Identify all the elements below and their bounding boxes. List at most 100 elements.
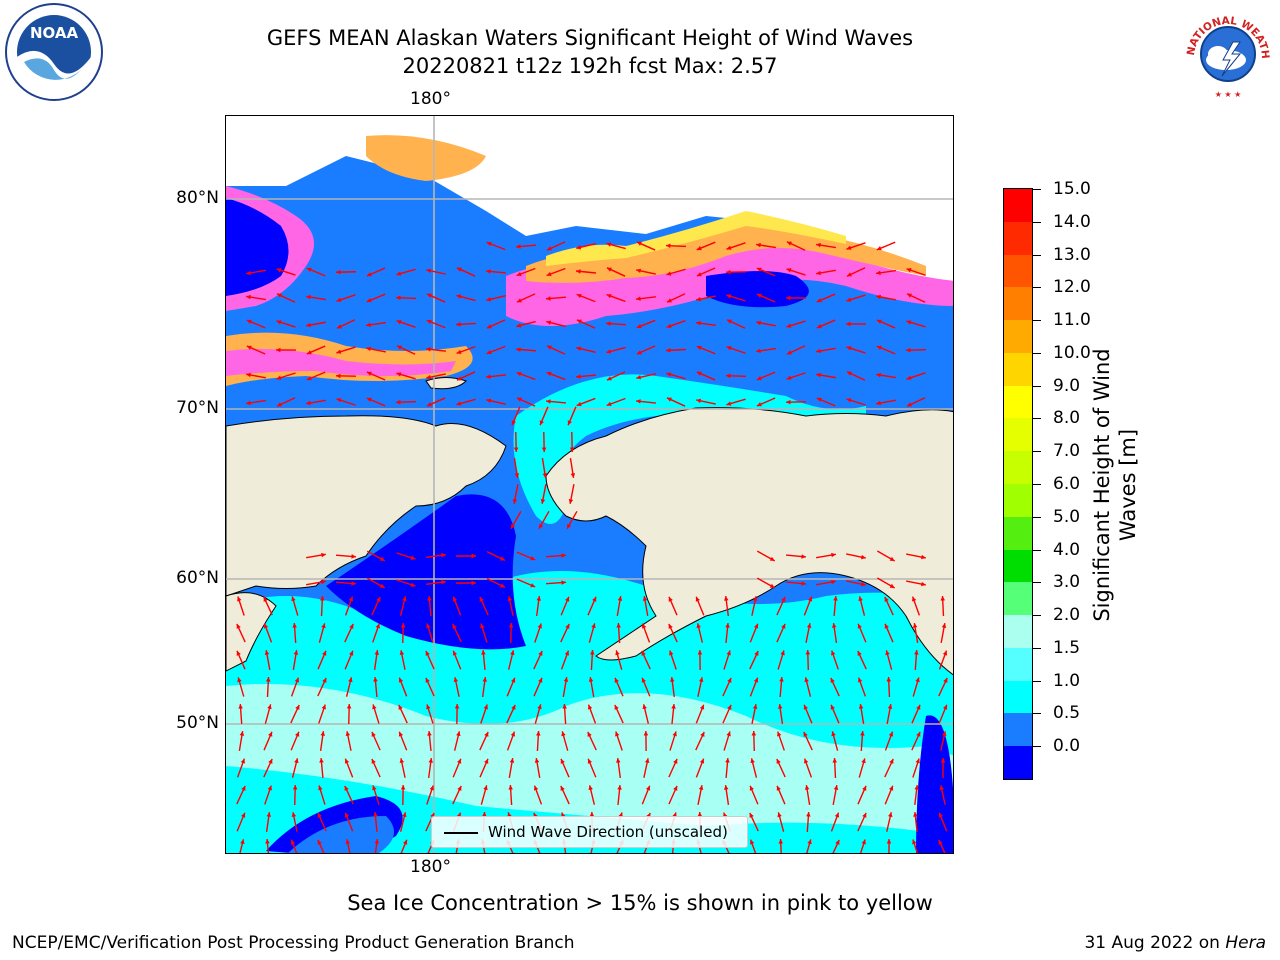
wave-arrow-head (756, 293, 762, 298)
wave-arrow-head (565, 596, 570, 602)
wave-arrow-head (641, 650, 646, 656)
wave-arrow-head (876, 319, 882, 324)
colorbar-tick-label: 11.0 (1053, 310, 1091, 331)
wave-arrow-head (426, 623, 431, 629)
wave-arrow-head (846, 398, 852, 403)
wave-arrow-head (906, 293, 912, 298)
wave-arrow-head (916, 704, 921, 710)
wave-arrow-head (507, 596, 513, 602)
colorbar-tick (1033, 647, 1041, 649)
wave-arrow-head (833, 596, 838, 601)
wave-arrow-head (888, 785, 894, 791)
wave-arrow-head (916, 731, 921, 737)
wave-arrow-head (699, 704, 705, 710)
wave-arrow-head (294, 677, 300, 683)
colorbar-tick-label: 13.0 (1053, 244, 1091, 265)
wind-wave-arrows (236, 241, 948, 853)
wave-arrow-head (587, 758, 592, 764)
wave-arrow-head (606, 242, 612, 247)
colorbar-label: Significant Height of Wind Waves [m] (1090, 348, 1140, 622)
wave-arrow-head (569, 447, 575, 452)
wave-arrow-head (726, 650, 731, 656)
wave-arrow-head (396, 372, 402, 377)
wave-arrow-head (516, 298, 522, 303)
wave-arrow-head (777, 704, 783, 709)
wave-arrow-head (374, 839, 379, 844)
wave-arrow-head (587, 731, 592, 737)
wave-arrow-head (396, 345, 402, 350)
wave-arrow-head (786, 268, 792, 273)
wave-arrow-head (643, 731, 649, 736)
wave-arrow-head (606, 321, 611, 326)
wave-arrow-head (576, 293, 582, 299)
wave-arrow-head (666, 372, 672, 377)
wave-arrow-head (425, 650, 430, 656)
wave-arrow-head (567, 523, 572, 529)
wave-arrow-head (941, 623, 947, 628)
wave-arrow-head (306, 350, 312, 355)
wave-arrow-head (672, 731, 677, 737)
wave-arrow-head (266, 677, 271, 682)
wave-arrow-head (913, 812, 918, 817)
wave-arrow-head (568, 499, 574, 504)
wave-arrow-head (915, 758, 920, 764)
wave-arrow-head (366, 346, 371, 352)
wave-arrow-head (336, 349, 342, 354)
wave-arrow-head (776, 785, 781, 791)
wave-arrow-head (726, 346, 732, 351)
wave-arrow-head (641, 677, 646, 683)
wave-arrow-head (336, 297, 342, 302)
colorbar-tick-label: 3.0 (1053, 572, 1081, 593)
wave-arrow-head (276, 320, 282, 325)
wave-arrow-head (372, 704, 377, 710)
wave-arrow-head (398, 677, 404, 683)
wave-arrow-head (777, 812, 782, 818)
wave-arrow-head (697, 650, 703, 655)
wave-arrow-head (806, 812, 811, 817)
colorbar-segment (1004, 418, 1032, 452)
wave-arrow-head (530, 583, 536, 588)
wave-arrow-head (546, 296, 551, 301)
wave-arrow-head (320, 596, 325, 601)
wave-arrow-head (831, 650, 836, 656)
wave-arrow-head (636, 350, 642, 355)
wave-arrow-head (398, 731, 404, 737)
wave-arrow-head (617, 785, 622, 790)
colorbar-segment (1004, 221, 1032, 256)
wave-arrow-head (546, 320, 552, 325)
wave-arrow-head (348, 596, 354, 602)
wave-arrow-head (509, 758, 515, 763)
wave-arrow-head (536, 731, 541, 736)
wave-arrow-head (366, 322, 371, 328)
wave-arrow-head (499, 583, 505, 588)
legend-line-icon (444, 832, 478, 834)
wave-arrow-head (726, 319, 732, 324)
colorbar-segment (1004, 320, 1032, 354)
wave-arrow-head (861, 839, 866, 845)
wave-arrow-head (486, 374, 491, 379)
wave-arrow-head (696, 272, 702, 277)
wave-arrow-head (372, 785, 377, 791)
wave-arrow-head (781, 596, 786, 602)
map-legend: Wind Wave Direction (unscaled) (431, 816, 748, 848)
wave-arrow-head (456, 376, 462, 381)
wave-arrow-head (668, 623, 673, 629)
colorbar-segment (1004, 352, 1032, 387)
wave-arrow-head (606, 349, 612, 354)
wave-arrow-head (399, 758, 405, 764)
colorbar-tick-label: 4.0 (1053, 539, 1081, 560)
wave-arrow-head (606, 293, 612, 299)
wave-arrow-head (427, 731, 432, 736)
wave-arrow-head (240, 758, 246, 764)
wave-arrow-head (322, 677, 327, 683)
wave-arrow-head (396, 320, 402, 325)
wave-arrow-head (914, 650, 919, 655)
wave-arrow-head (942, 704, 948, 710)
wave-arrow-head (752, 596, 758, 602)
wave-arrow-head (614, 677, 619, 683)
wave-arrow-head (264, 650, 270, 655)
wave-arrow-head (346, 704, 352, 709)
wave-arrow-head (336, 269, 341, 275)
wave-arrow-head (321, 623, 326, 629)
wave-arrow-head (857, 677, 863, 683)
